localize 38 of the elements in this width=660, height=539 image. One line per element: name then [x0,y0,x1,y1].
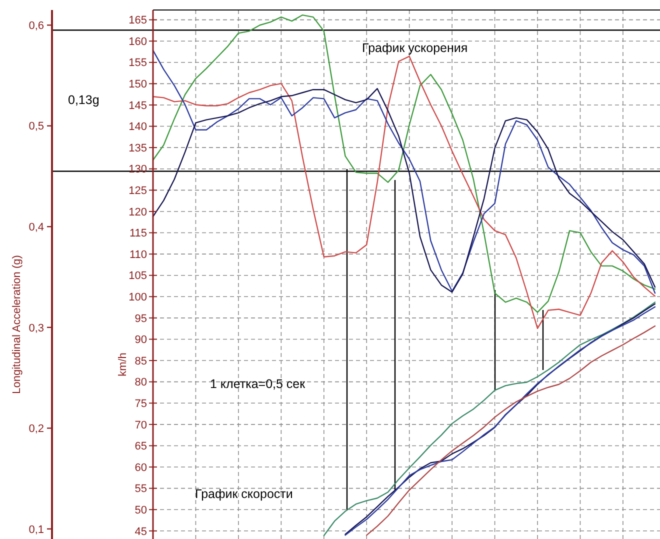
y2-tick-label: 150 [128,78,147,91]
y2-tick-label: 145 [128,100,147,112]
y2-tick-label: 70 [134,419,147,432]
y2-tick-label: 110 [129,248,147,261]
y2-tick-label: 135 [128,142,147,154]
y2-axis-title: km/h [117,352,129,376]
y2-tick-label: 120 [128,206,147,218]
annotation: 1 клетка=0,5 сек [210,377,306,391]
y-tick-label: 0,4 [28,221,44,234]
y2-tick-label: 95 [134,312,147,325]
y2-tick-label: 105 [128,270,147,282]
y2-tick-label: 55 [134,483,147,496]
y2-tick-label: 90 [134,334,147,346]
y2-tick-label: 75 [134,398,147,410]
y2-tick-label: 100 [128,292,147,304]
y2-tick-label: 45 [134,526,147,538]
y2-tick-label: 85 [134,355,147,368]
y-tick-label: 0,2 [28,423,44,436]
y2-tick-label: 155 [128,57,147,70]
y2-tick-label: 125 [128,185,147,198]
y-tick-label: 0,3 [28,322,44,334]
y2-tick-label: 50 [134,504,147,516]
annotation: График ускорения [362,41,468,55]
annotation: График скорости [195,487,293,501]
text: 0,13g [68,93,100,107]
y-tick-label: 0,5 [28,120,44,133]
y-axis-title: Longitudinal Acceleration (g) [11,255,23,394]
y2-tick-label: 80 [134,376,147,389]
y2-tick-label: 115 [129,228,147,240]
y2-tick-label: 160 [128,36,147,48]
y-tick-label: 0,1 [28,524,44,536]
y2-tick-label: 165 [128,14,147,27]
line-series [152,14,656,313]
y2-tick-label: 140 [128,121,147,134]
y-tick-label: 0,6 [28,20,44,32]
y2-tick-label: 65 [134,440,147,453]
line-series [152,88,656,293]
y2-tick-label: 60 [134,462,147,474]
